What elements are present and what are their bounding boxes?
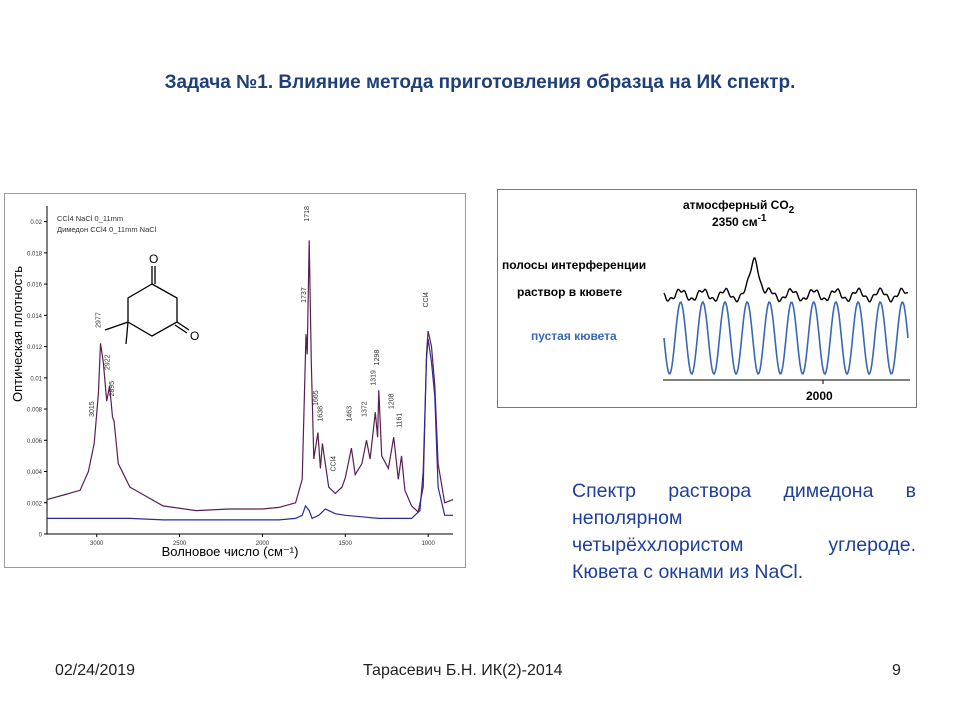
x-tick-label: 1500 [339,541,353,547]
x-tick-label: 2000 [256,541,270,547]
y-tick-label: 0.006 [27,439,43,445]
footer-author: Тарасевич Б.Н. ИК(2)-2014 [363,662,563,679]
peak-label: 1737 [301,287,308,303]
y-tick-label: 0.002 [27,501,43,507]
peak-label: CCl4 [330,456,337,472]
oxygen-top: O [149,252,158,266]
x-tick-label: 2500 [173,541,187,547]
peak-label: 1298 [374,350,381,366]
slide-title: Задача №1. Влияние метода приготовления … [164,72,796,93]
y-tick-label: 0 [39,533,43,539]
description-line: неполярном [572,507,683,529]
peak-label: 1718 [304,206,311,222]
description-line: Кювета с окнами из NaCl. [572,561,804,583]
x-tick-2000: 2000 [806,389,833,403]
peak-label: 1638 [317,406,324,422]
legend-dimedone: Димедон CCl4 0_11mm NaCl [57,225,157,234]
y-tick-label: 0.014 [27,314,43,320]
ccl4-spectrum-line [47,338,453,521]
peak-label: 2977 [96,312,103,328]
peak-label: 1161 [396,413,403,428]
peak-label: 2922 [105,354,112,370]
empty-cell-label: пустая кювета [531,329,617,343]
dimedone-structure [104,266,190,345]
x-tick-label: 1000 [421,541,435,547]
ir-spectrum-figure: 0.02 0.018 0.016 0.014 0.012 0.01 0.008 0.006 0.… [4,193,466,568]
solution-label: раствор в кювете [517,285,622,299]
peak-label: 1665 [313,390,320,406]
footer-date: 02/24/2019 [55,662,136,679]
interference-chart: атмосферный CO2 2350 см-1 полосы интерфе… [502,198,910,403]
legend-ccl4: CCl4 NaCl 0_11mm [57,214,123,223]
peak-label: 1208 [389,393,396,409]
co2-wavenumber-label: 2350 см-1 [712,213,767,229]
y-tick-label: 0.004 [27,470,43,476]
peak-label: 1463 [346,406,353,422]
y-tick-label: 0.016 [27,283,43,289]
y-axis-label: Оптическая плотность [10,266,25,402]
solution-spectrum-line [663,257,909,303]
peak-label: 2895 [109,381,116,397]
peak-label: 1319 [370,370,377,386]
footer-page-number: 9 [892,662,901,679]
oxygen-right: O [190,329,199,343]
y-tick-label: 0.008 [27,408,43,414]
x-tick-label: 3000 [90,541,104,547]
interference-label: полосы интерференции [502,258,646,272]
description-line: Спектр раствора димедона в [572,480,916,502]
peak-label: CCl4 [423,292,430,308]
co2-label: атмосферный CO2 [683,198,795,216]
description-line: четырёххлористом углероде. [572,534,916,556]
x-axis-label: Волновое число (см⁻¹) [162,544,299,559]
interference-figure: атмосферный CO2 2350 см-1 полосы интерфе… [497,189,917,408]
y-tick-label: 0.012 [27,345,43,351]
peak-label: 3015 [89,401,96,417]
dimedone-spectrum-line [46,240,454,514]
ir-spectrum-chart: 0.02 0.018 0.016 0.014 0.012 0.01 0.008 0.006 0.… [10,206,454,559]
y-tick-label: 0.018 [27,251,43,257]
peak-label: 1372 [361,401,368,417]
empty-cell-spectrum-line [663,300,909,376]
y-tick-label: 0.01 [30,376,42,382]
spectrum-description: Спектр раствора димедона в неполярном че… [572,478,916,586]
y-tick-label: 0.02 [30,220,42,226]
